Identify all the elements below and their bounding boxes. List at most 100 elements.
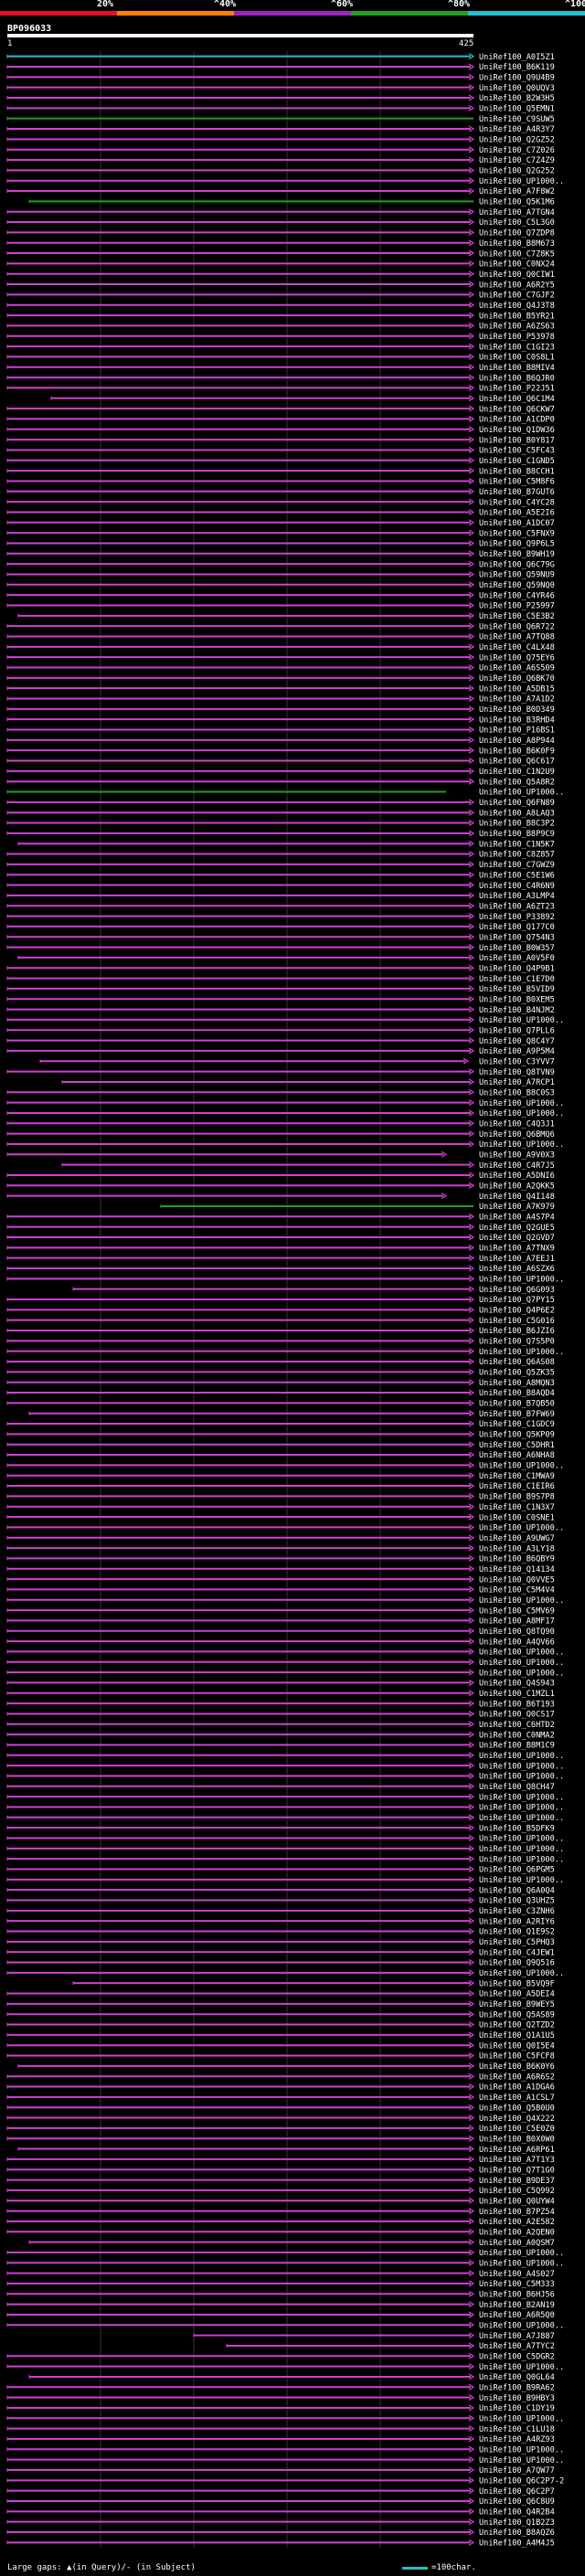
hit-row[interactable]: UniRef100_C5FC43 <box>6 447 555 456</box>
hit-label[interactable]: UniRef100_Q0CS17 <box>479 1711 555 1720</box>
hit-label[interactable]: UniRef100_Q9U4B9 <box>479 74 555 83</box>
hit-row[interactable]: UniRef100_UP1000.. <box>6 1140 564 1150</box>
hit-row[interactable]: UniRef100_UP1000.. <box>6 1659 564 1668</box>
hit-label[interactable]: UniRef100_B8AQD4 <box>479 1389 555 1398</box>
hit-label[interactable]: UniRef100_Q1DW36 <box>479 426 555 435</box>
hit-label[interactable]: UniRef100_B8P9C9 <box>479 830 555 839</box>
hit-row[interactable]: UniRef100_A4S7P4 <box>6 1214 555 1223</box>
hit-row[interactable]: UniRef100_A8MF17 <box>6 1617 555 1627</box>
hit-row[interactable]: UniRef100_B0W357 <box>6 944 555 953</box>
hit-row[interactable]: UniRef100_A7J887 <box>193 2332 555 2341</box>
hit-label[interactable]: UniRef100_A3LMP4 <box>479 892 555 901</box>
hit-row[interactable]: UniRef100_UP1000.. <box>6 1348 564 1357</box>
hit-row[interactable]: UniRef100_Q8CH47 <box>6 1783 555 1792</box>
hit-row[interactable]: UniRef100_A9V0X3 <box>6 1150 555 1160</box>
hit-row[interactable]: UniRef100_C3ZNH6 <box>6 1907 555 1916</box>
hit-label[interactable]: UniRef100_A8MQN3 <box>479 1379 555 1388</box>
hit-row[interactable]: UniRef100_C5M333 <box>6 2280 555 2289</box>
hit-row[interactable]: UniRef100_UP1000.. <box>6 1524 564 1533</box>
hit-label[interactable]: UniRef100_Q7PY15 <box>479 1296 555 1305</box>
hit-row[interactable]: UniRef100_Q6FN89 <box>6 799 555 808</box>
hit-label[interactable]: UniRef100_A7RCP1 <box>479 1078 555 1087</box>
hit-row[interactable]: UniRef100_B2W3H5 <box>6 94 555 103</box>
hit-label[interactable]: UniRef100_UP1000.. <box>479 1752 564 1761</box>
hit-row[interactable]: UniRef100_Q6C2P7-2 <box>6 2477 564 2486</box>
hit-row[interactable]: UniRef100_C5PHQ3 <box>6 1938 555 1947</box>
hit-label[interactable]: UniRef100_C5E0Z0 <box>479 2125 555 2134</box>
hit-row[interactable]: UniRef100_A1CSL7 <box>6 2094 555 2103</box>
hit-label[interactable]: UniRef100_P25997 <box>479 602 555 611</box>
hit-row[interactable]: UniRef100_Q0CS17 <box>6 1711 555 1720</box>
hit-label[interactable]: UniRef100_A1CSL7 <box>479 2094 555 2103</box>
hit-row[interactable]: UniRef100_UP1000.. <box>6 1099 564 1108</box>
hit-label[interactable]: UniRef100_A4QV66 <box>479 1638 555 1647</box>
hit-row[interactable]: UniRef100_Q6BK70 <box>6 674 555 684</box>
hit-label[interactable]: UniRef100_Q0VVE5 <box>479 1575 555 1585</box>
hit-label[interactable]: UniRef100_B9WH19 <box>479 550 555 559</box>
hit-row[interactable]: UniRef100_Q6C8U9 <box>6 2497 555 2507</box>
hit-row[interactable]: UniRef100_C4JEW1 <box>6 1948 555 1957</box>
hit-row[interactable]: UniRef100_A6S509 <box>6 664 555 673</box>
hit-label[interactable]: UniRef100_Q4S943 <box>479 1680 555 1689</box>
hit-row[interactable]: UniRef100_A6R5Q0 <box>6 2311 555 2320</box>
hit-label[interactable]: UniRef100_B8C0S3 <box>479 1088 555 1097</box>
hit-label[interactable]: UniRef100_B9DE37 <box>479 2177 555 2186</box>
hit-row[interactable]: UniRef100_B9S7P8 <box>6 1493 555 1502</box>
hit-label[interactable]: UniRef100_C5M8F6 <box>479 478 555 487</box>
hit-row[interactable]: UniRef100_B0D349 <box>6 705 555 715</box>
hit-label[interactable]: UniRef100_A0QSM7 <box>479 2239 555 2248</box>
hit-row[interactable]: UniRef100_Q5A8R2 <box>6 778 555 787</box>
hit-row[interactable]: UniRef100_C7Z026 <box>6 146 555 155</box>
hit-label[interactable]: UniRef100_Q6A0Q4 <box>479 1886 555 1895</box>
hit-label[interactable]: UniRef100_UP1000.. <box>479 1648 564 1658</box>
hit-label[interactable]: UniRef100_Q9P6L5 <box>479 540 555 549</box>
hit-label[interactable]: UniRef100_Q6C617 <box>479 758 555 767</box>
hit-label[interactable]: UniRef100_Q754N3 <box>479 933 555 942</box>
hit-row[interactable]: UniRef100_A0V5F0 <box>17 954 555 963</box>
hit-row[interactable]: UniRef100_Q3UHZ5 <box>6 1897 555 1906</box>
hit-row[interactable]: UniRef100_C7GWZ9 <box>6 861 555 870</box>
hit-label[interactable]: UniRef100_A8P944 <box>479 737 555 746</box>
hit-label[interactable]: UniRef100_C1GDC9 <box>479 1420 555 1429</box>
hit-row[interactable]: UniRef100_C5E3B2 <box>17 612 555 621</box>
hit-row[interactable]: UniRef100_Q4I148 <box>6 1193 555 1202</box>
hit-label[interactable]: UniRef100_B9WEY5 <box>479 2000 555 2009</box>
hit-row[interactable]: UniRef100_Q6G093 <box>72 1286 555 1295</box>
hit-row[interactable]: UniRef100_Q7S5P0 <box>6 1338 555 1347</box>
hit-label[interactable]: UniRef100_C4Q3J1 <box>479 1119 555 1129</box>
hit-row[interactable]: UniRef100_C3YVV7 <box>39 1057 555 1066</box>
hit-label[interactable]: UniRef100_UP1000.. <box>479 1835 564 1844</box>
hit-label[interactable]: UniRef100_A5DEI4 <box>479 1990 555 1999</box>
hit-label[interactable]: UniRef100_C5E1W6 <box>479 871 555 880</box>
hit-label[interactable]: UniRef100_A1DC07 <box>479 519 555 528</box>
hit-row[interactable]: UniRef100_C5DHR1 <box>6 1441 555 1450</box>
hit-row[interactable]: UniRef100_B7PZ54 <box>6 2208 555 2217</box>
hit-label[interactable]: UniRef100_A7A1D2 <box>479 695 555 705</box>
hit-row[interactable]: UniRef100_B8C3P2 <box>6 820 555 829</box>
hit-label[interactable]: UniRef100_Q177C0 <box>479 923 555 932</box>
hit-label[interactable]: UniRef100_B8M1C9 <box>479 1742 555 1751</box>
hit-label[interactable]: UniRef100_Q4J3T8 <box>479 302 555 311</box>
hit-label[interactable]: UniRef100_A7K979 <box>479 1203 555 1212</box>
hit-label[interactable]: UniRef100_C1E7D0 <box>479 975 555 984</box>
hit-row[interactable]: UniRef100_C1MWA9 <box>6 1472 555 1481</box>
hit-label[interactable]: UniRef100_A8LAQ3 <box>479 809 555 818</box>
hit-row[interactable]: UniRef100_C1EIR6 <box>6 1482 555 1491</box>
hit-label[interactable]: UniRef100_Q4I148 <box>479 1193 555 1202</box>
hit-row[interactable]: UniRef100_C1N3X7 <box>6 1503 555 1512</box>
hit-label[interactable]: UniRef100_A0V5F0 <box>479 954 555 963</box>
hit-row[interactable]: UniRef100_A4R3Y7 <box>6 125 555 134</box>
hit-label[interactable]: UniRef100_C5FC43 <box>479 447 555 456</box>
hit-row[interactable]: UniRef100_Q7PLL6 <box>6 1026 555 1035</box>
hit-label[interactable]: UniRef100_B6QJR0 <box>479 374 555 383</box>
hit-label[interactable]: UniRef100_B5YR21 <box>479 312 555 321</box>
hit-label[interactable]: UniRef100_Q5EMN1 <box>479 105 555 114</box>
hit-label[interactable]: UniRef100_A6RP61 <box>479 2146 555 2155</box>
hit-row[interactable]: UniRef100_UP1000.. <box>6 1276 564 1285</box>
hit-label[interactable]: UniRef100_UP1000.. <box>479 1969 564 1978</box>
hit-label[interactable]: UniRef100_C5M333 <box>479 2280 555 2289</box>
hit-row[interactable]: UniRef100_Q2TZD2 <box>6 2021 555 2030</box>
hit-row[interactable]: UniRef100_Q1DW36 <box>6 426 555 435</box>
hit-row[interactable]: UniRef100_Q8C4Y7 <box>6 1037 555 1046</box>
hit-row[interactable]: UniRef100_A2E582 <box>6 2218 555 2227</box>
